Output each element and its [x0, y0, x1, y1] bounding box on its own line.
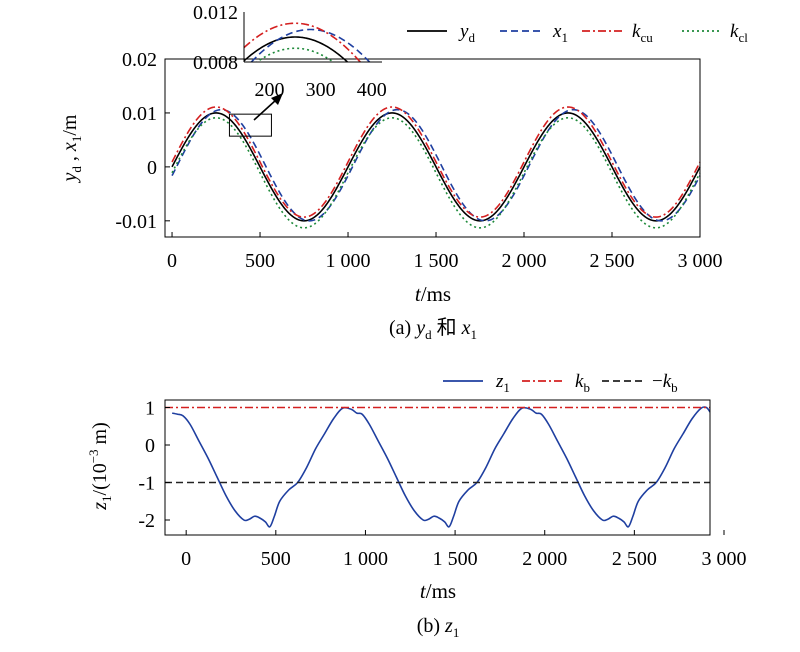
- y-tick-label: -0.01: [115, 211, 157, 233]
- panel-b-ticks: 0 500 1 000 1 500 2 000 2 500 3 000 -2 -1 0 1: [138, 398, 746, 571]
- x-tick-label: 1 500: [433, 548, 478, 570]
- x-tick-label: 1 000: [326, 250, 371, 272]
- inset-series-lines: [244, 22, 371, 62]
- svg-text:yd: yd: [458, 21, 475, 45]
- panel-a-y-axis-label: yd , x1/m: [59, 114, 84, 183]
- panel-a-ticks: 0 500 1 000 1 500 2 000 2 500 3 000 -0.01 0 0.01 0…: [115, 49, 722, 272]
- svg-text:kcu: kcu: [632, 21, 653, 45]
- inset-series-line-x1: [250, 28, 371, 62]
- inset-series-line-kcu: [244, 22, 362, 62]
- zoom-box: [228, 113, 272, 137]
- legend-item-neg-kb: −kb: [602, 371, 678, 395]
- panel-a-x-axis-label: t/ms: [415, 282, 451, 306]
- svg-text:kb: kb: [575, 371, 590, 395]
- x-tick-label: 2 500: [612, 548, 657, 570]
- y-tick-label: -2: [138, 510, 155, 532]
- inset-ticks: 200 300 400 0.008 0.012: [193, 2, 387, 101]
- panel-b-y-axis-label: z1/(10−3 m): [86, 422, 114, 511]
- y-tick-label: 0.02: [122, 49, 157, 71]
- x-tick-label: 3 000: [702, 548, 747, 570]
- panel-a-caption: (a) yd 和 x1: [389, 316, 477, 342]
- svg-text:kcl: kcl: [730, 21, 748, 45]
- panel-b-chart: 0 500 1 000 1 500 2 000 2 500 3 000 -2 -1 0 1 z1/(…: [86, 371, 747, 640]
- svg-text:x1: x1: [552, 21, 568, 45]
- panel-b-legend: z1 kb −kb: [443, 371, 678, 395]
- svg-text:z1: z1: [495, 371, 510, 395]
- panel-b-x-axis-label: t/ms: [420, 579, 456, 603]
- x-tick-label: 1 500: [414, 250, 459, 272]
- series-line-yd: [171, 112, 701, 222]
- inset-x-tick-label: 300: [306, 79, 336, 101]
- series-line-kcu: [171, 106, 701, 218]
- panel-a-plot-frame: [164, 58, 701, 238]
- x-tick-label: 0: [181, 548, 191, 570]
- inset-y-tick-label: 0.008: [193, 52, 238, 74]
- y-tick-label: 1: [145, 398, 155, 420]
- inset-series-line-yd: [244, 36, 349, 62]
- y-tick-label: 0: [147, 157, 157, 179]
- inset-x-tick-label: 400: [357, 79, 387, 101]
- x-tick-label: 2 500: [590, 250, 635, 272]
- inset-series-line-kcl: [255, 47, 335, 62]
- panel-a-series-lines: [171, 106, 701, 229]
- x-tick-label: 0: [167, 250, 177, 272]
- inset-x-tick-label: 200: [255, 79, 285, 101]
- panel-a-legend: yd x1 kcu kcl: [407, 21, 748, 45]
- series-line-kcl: [171, 116, 701, 229]
- legend-item-z1: z1: [443, 371, 510, 395]
- x-tick-label: 500: [261, 548, 291, 570]
- zoom-arrow: [253, 93, 283, 121]
- x-tick-label: 500: [245, 250, 275, 272]
- legend-item-kcl: kcl: [682, 21, 748, 45]
- y-tick-label: 0.01: [122, 103, 157, 125]
- y-tick-label: 0: [145, 435, 155, 457]
- series-line-z1: [172, 406, 711, 528]
- panel-b-series-lines: [165, 406, 711, 528]
- panel-b-caption: (b) z1: [417, 615, 460, 640]
- x-tick-label: 1 000: [343, 548, 388, 570]
- inset-chart: 200 300 400 0.008 0.012: [193, 2, 387, 101]
- inset-y-tick-label: 0.012: [193, 2, 238, 24]
- legend-item-kcu: kcu: [582, 21, 653, 45]
- svg-text:−kb: −kb: [652, 371, 678, 395]
- x-tick-label: 3 000: [678, 250, 723, 272]
- x-tick-label: 2 000: [522, 548, 567, 570]
- legend-item-yd: yd: [407, 21, 475, 45]
- legend-item-x1: x1: [500, 21, 568, 45]
- series-line-x1: [171, 108, 701, 222]
- panel-b-plot-frame: [164, 399, 711, 536]
- y-tick-label: -1: [138, 473, 155, 495]
- x-tick-label: 2 000: [502, 250, 547, 272]
- legend-item-kb: kb: [522, 371, 590, 395]
- panel-a-chart: 0 500 1 000 1 500 2 000 2 500 3 000 -0.01 0 0.01 0…: [59, 2, 748, 342]
